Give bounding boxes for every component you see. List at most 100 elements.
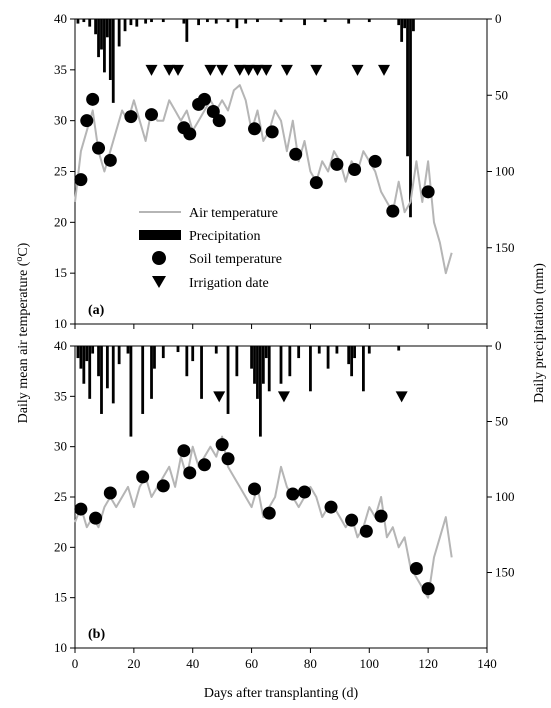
precip-bar-b [141,346,145,414]
soil-temperature-point-b [298,485,312,499]
soil-temperature-point-b [421,582,435,596]
legend-precip-label: Precipitation [189,229,261,244]
precip-bar-b [176,346,180,353]
left-axis-title-main: Daily mean air temperature ( [16,261,31,423]
precip-bar-b [297,346,301,359]
precip-bar-b [256,346,259,399]
precip-bar-a [129,19,133,26]
legend-irrigation-swatch [152,276,166,288]
precip-bar-a [244,19,248,24]
precip-bar-a [135,19,139,27]
precip-bar-a [406,19,409,157]
precip-bar-a [347,19,351,24]
precip-bar-a [94,19,97,35]
soil-temperature-point-a [309,176,323,190]
soil-temperature-point-a [80,114,94,128]
precip-bar-a [88,19,92,27]
precip-bar-b [79,346,83,369]
soil-temperature-point-b [345,513,359,527]
precip-bar-b [185,346,189,377]
precip-bar-a [185,19,189,42]
air-temperature-line-a [74,84,453,275]
precip-bar-a [214,19,218,24]
soil-temperature-point-b [359,524,373,538]
precip-bar-a [123,19,127,32]
y-tick-label-a-30: 30 [54,113,67,128]
soil-temperature-point-b [89,511,103,525]
panel-b: 10 15 20 25 30 35 40 0 50 100 150 0 20 40 60 80 100 120 14… [54,338,515,671]
precip-bar-b [214,346,218,354]
precip-bar-a [111,19,115,103]
precip-bar-b [100,346,103,414]
plot-frame-a [74,18,488,325]
panel-label-a: (a) [88,303,105,318]
y2-tick-label-a-150: 150 [495,240,515,255]
precip-bar-b [397,346,401,351]
precip-bar-b [235,346,239,377]
y2-tick-label-a-50: 50 [495,87,508,102]
precip-bar-b [250,346,253,369]
soil-temperature-point-b [248,482,262,496]
x-tick-label-b-0: 0 [72,656,79,671]
precip-bar-a [82,19,86,23]
precip-bar-a [400,19,404,42]
precip-bar-a [412,19,415,32]
y2-tick-label-a-100: 100 [495,164,515,179]
precip-bar-b [347,346,351,365]
precip-bar-a [105,19,109,38]
soil-temperature-point-a [289,147,303,161]
precip-bar-a [235,19,239,29]
precip-bar-b [264,346,268,359]
left-axis-title-sup: o [14,257,25,262]
soil-temperature-point-a [86,92,100,106]
precip-bar-b [367,346,371,354]
soil-temperature-point-a [348,162,362,176]
precip-bar-b [261,346,265,384]
legend-air-label: Air temperature [189,206,278,221]
precip-bar-b [226,346,230,414]
precip-bar-b [288,346,292,377]
soil-temperature-point-b [221,452,235,466]
precip-bar-a [323,19,327,23]
irrigation-marker-a [145,64,158,76]
precip-bar-a [197,19,200,26]
irrigation-marker-a [216,64,229,76]
irrigation-marker-b [395,391,408,403]
soil-temperature-point-b [262,506,276,520]
precip-bar-b [161,346,165,359]
soil-temperature-point-a [92,141,106,155]
irrigation-marker-a [204,64,217,76]
legend-soil-swatch [152,251,166,265]
panel-a: 10 15 20 25 30 35 40 0 50 100 150 (a) [54,11,515,331]
soil-temperature-point-a [124,110,138,124]
precip-bar-b [326,346,330,369]
y-tick-label-a-15: 15 [54,265,67,280]
precip-bar-a [397,19,401,26]
precip-bar-a [161,19,165,23]
precip-bar-b [126,346,130,354]
soil-temperature-point-b [183,466,197,480]
y-tick-label-b-40: 40 [54,338,67,353]
y-tick-label-a-25: 25 [54,164,67,179]
soil-temperature-point-b [286,487,300,501]
irrigation-marker-b [213,391,226,403]
soil-temperature-point-a [421,185,435,199]
y-tick-label-b-15: 15 [54,590,67,605]
precip-bar-b [76,346,80,359]
left-axis-title: Daily mean air temperature (oC) [14,242,32,423]
precip-bar-a [409,19,412,218]
precip-bar-b [91,346,95,354]
precip-bar-b [353,346,356,359]
precip-bar-a [100,19,103,50]
soil-temperature-point-a [145,108,159,122]
irrigation-marker-a [378,64,390,76]
precip-bar-b [105,346,109,389]
y-tick-label-b-30: 30 [54,439,67,454]
precip-bar-b [82,346,86,384]
precip-bar-b [335,346,339,354]
soil-temperature-point-a [212,114,226,128]
precip-bar-a [182,19,186,24]
y2-tick-label-a-0: 0 [495,11,502,26]
air-temperature-line-b [74,435,453,599]
soil-temperature-point-a [330,157,344,171]
